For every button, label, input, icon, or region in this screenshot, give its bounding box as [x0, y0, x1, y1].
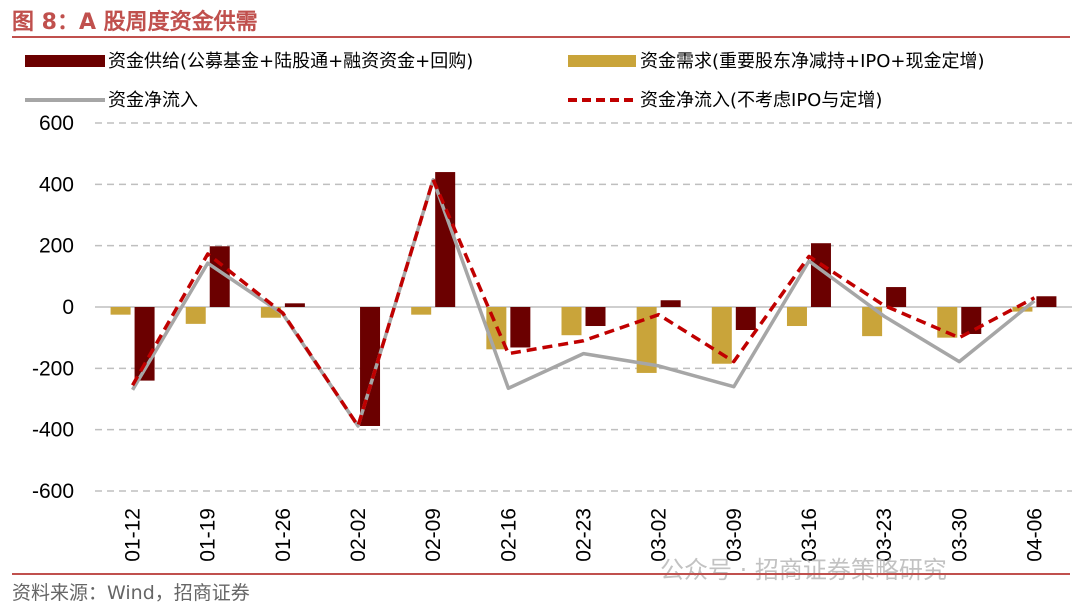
legend-swatch-supply: [25, 55, 105, 67]
x-tick-label: 03-02: [648, 508, 671, 562]
x-tick-label: 02-09: [422, 508, 445, 562]
y-tick-label: 200: [39, 235, 74, 258]
bar-demand: [561, 307, 582, 336]
legend-label-demand: 资金需求(重要股东净减持+IPO+现金定增): [640, 51, 985, 72]
x-tick-label: 04-06: [1023, 508, 1046, 562]
watermark: 公众号 · 招商证券策略研究: [660, 556, 947, 584]
x-tick-label: 03-30: [948, 508, 971, 562]
x-tick-label: 03-16: [798, 508, 821, 562]
bars: [110, 172, 1057, 426]
bar-supply: [284, 303, 305, 307]
x-axis-ticks: 01-12 01-19 01-26 02-02 02-09 02-16 02-23 03-02…: [122, 508, 1047, 562]
x-tick-label: 01-12: [122, 508, 145, 562]
line-net-excl-ipo: [131, 177, 1036, 428]
x-tick-label: 01-19: [197, 508, 220, 562]
bar-demand: [411, 307, 432, 315]
legend-label-net: 资金净流入: [108, 90, 198, 111]
y-tick-label: 400: [39, 173, 74, 196]
figure-title: 图 8：A 股周度资金供需: [12, 10, 258, 35]
bar-demand: [862, 307, 883, 337]
legend: 资金供给(公募基金+陆股通+融资资金+回购) 资金需求(重要股东净减持+IPO+…: [25, 51, 985, 111]
bar-demand: [110, 307, 131, 315]
bar-supply: [735, 307, 756, 330]
gridlines: [95, 122, 1072, 492]
bar-demand: [185, 307, 206, 324]
x-tick-label: 02-02: [347, 508, 370, 562]
y-tick-label: 600: [39, 112, 74, 135]
x-tick-label: 01-26: [272, 508, 295, 562]
lines: [131, 177, 1036, 428]
legend-label-supply: 资金供给(公募基金+陆股通+融资资金+回购): [108, 51, 473, 72]
bar-demand: [260, 307, 281, 318]
bar-supply: [886, 287, 907, 307]
bar-supply: [360, 307, 381, 426]
y-tick-label: -600: [32, 480, 74, 503]
bar-demand: [937, 307, 958, 338]
top-rule: [12, 36, 1070, 38]
bar-supply: [510, 307, 531, 348]
x-tick-label: 02-16: [497, 508, 520, 562]
y-tick-label: 0: [62, 296, 74, 319]
y-axis-ticks: 600 400 200 0 -200 -400 -600: [32, 112, 74, 503]
bar-demand: [636, 307, 657, 373]
legend-swatch-demand: [568, 55, 636, 67]
bar-supply: [810, 243, 831, 307]
bar-demand: [711, 307, 732, 364]
bar-supply: [435, 172, 456, 307]
bottom-rule: [12, 573, 1070, 575]
legend-label-net-excl: 资金净流入(不考虑IPO与定增): [640, 90, 882, 111]
bar-supply: [660, 300, 681, 307]
bar-supply: [1036, 296, 1057, 307]
x-tick-label: 02-23: [573, 508, 596, 562]
y-tick-label: -400: [32, 419, 74, 442]
y-tick-label: -200: [32, 357, 74, 380]
x-tick-label: 03-23: [873, 508, 896, 562]
bar-demand: [786, 307, 807, 327]
bar-supply: [961, 307, 982, 334]
x-tick-label: 03-09: [723, 508, 746, 562]
bar-supply: [585, 307, 606, 327]
source-note: 资料来源：Wind，招商证券: [12, 582, 250, 604]
